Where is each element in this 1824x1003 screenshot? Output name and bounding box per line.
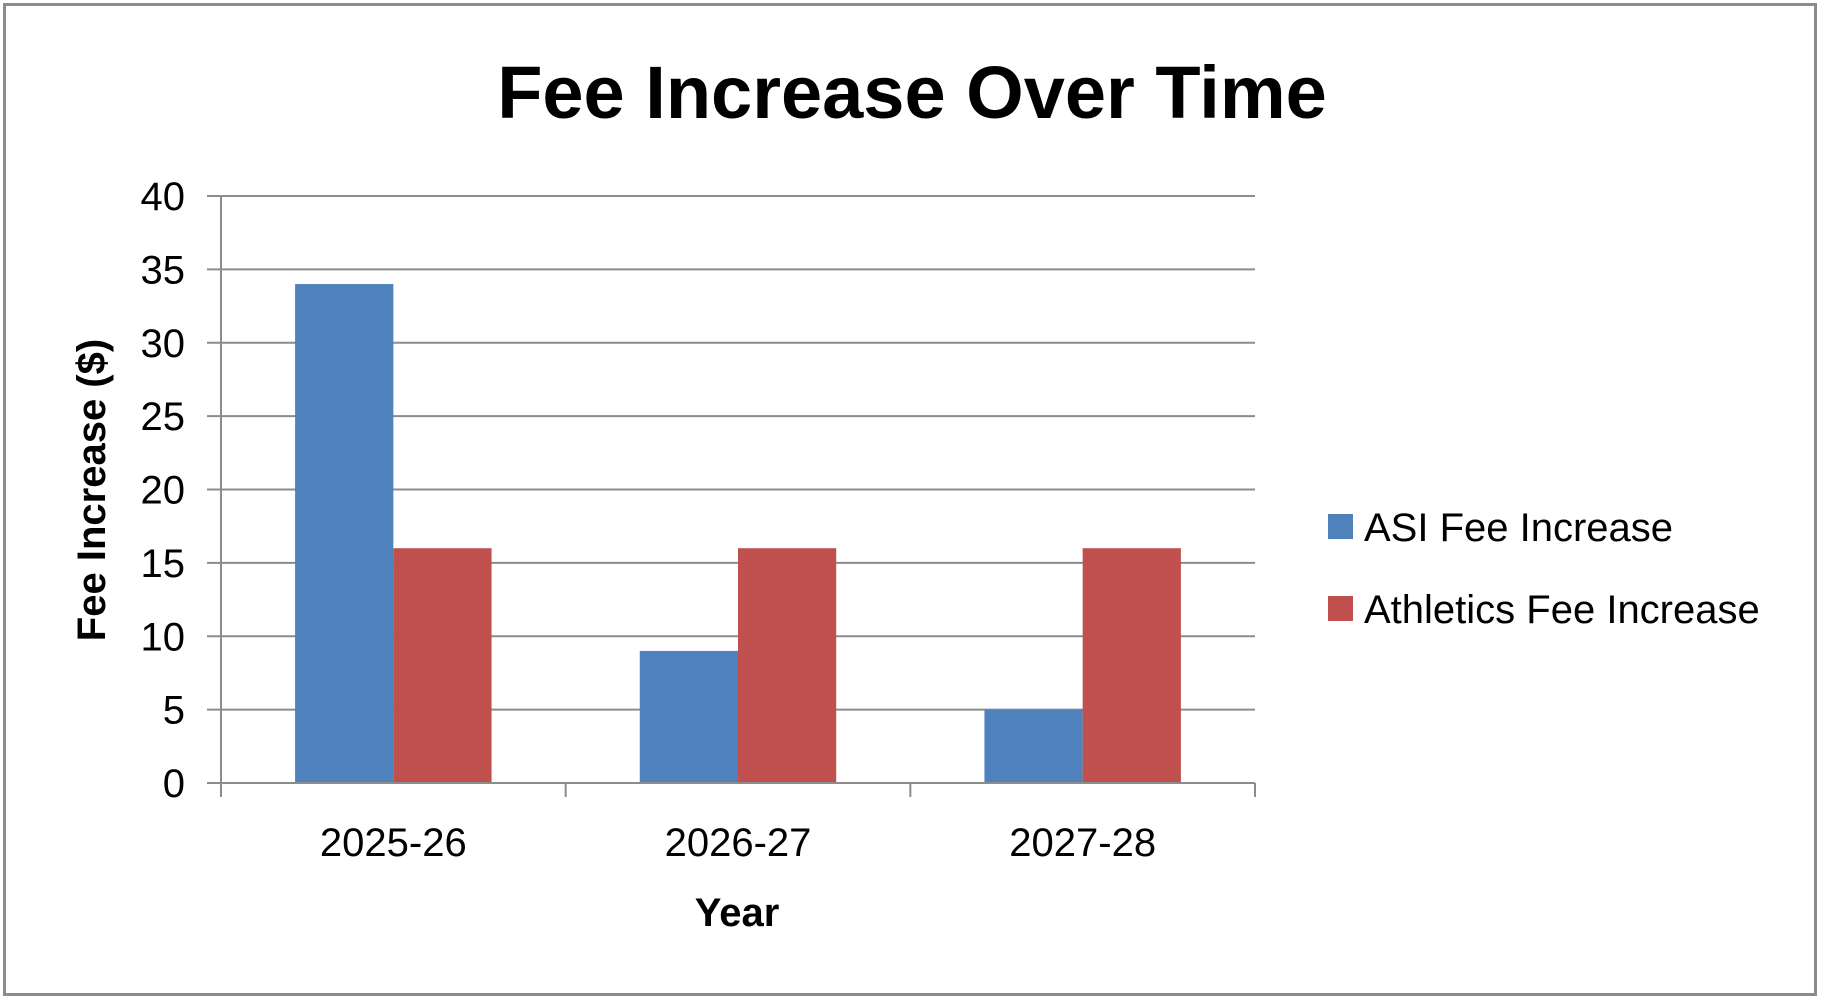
legend-swatch	[1328, 596, 1353, 621]
y-tick-label: 30	[141, 322, 186, 366]
y-tick-label: 20	[141, 469, 186, 513]
bar-asi-2025-26	[295, 284, 394, 783]
y-tick-label: 5	[163, 689, 185, 733]
x-tick-label: 2025-26	[320, 821, 467, 865]
legend-swatch	[1328, 514, 1353, 539]
y-tick-label: 25	[141, 395, 186, 439]
y-tick-label: 15	[141, 542, 186, 586]
bars	[295, 284, 1181, 783]
legend-label: Athletics Fee Increase	[1364, 588, 1760, 632]
legend-label: ASI Fee Increase	[1364, 506, 1673, 550]
x-axis-title: Year	[695, 891, 780, 935]
bar-asi-2027-28	[984, 709, 1083, 783]
y-tick-label: 0	[163, 762, 185, 806]
bar-athletics-2025-26	[393, 548, 492, 783]
y-axis-title: Fee Increase ($)	[70, 339, 114, 641]
legend: ASI Fee Increase Athletics Fee Increase	[1328, 506, 1760, 632]
y-tick-label: 10	[141, 615, 186, 659]
chart-title: Fee Increase Over Time	[497, 51, 1327, 134]
bar-asi-2026-27	[639, 650, 738, 783]
x-tick-labels: 2025-26 2026-27 2027-28	[320, 821, 1156, 865]
axes	[207, 195, 1256, 797]
bar-athletics-2026-27	[738, 548, 837, 783]
y-tick-labels: 0 5 10 15 20 25 30 35 40	[141, 175, 186, 806]
bar-athletics-2027-28	[1082, 548, 1181, 783]
x-tick-label: 2026-27	[665, 821, 812, 865]
x-tick-label: 2027-28	[1009, 821, 1156, 865]
y-tick-label: 40	[141, 175, 186, 219]
y-tick-label: 35	[141, 248, 186, 292]
